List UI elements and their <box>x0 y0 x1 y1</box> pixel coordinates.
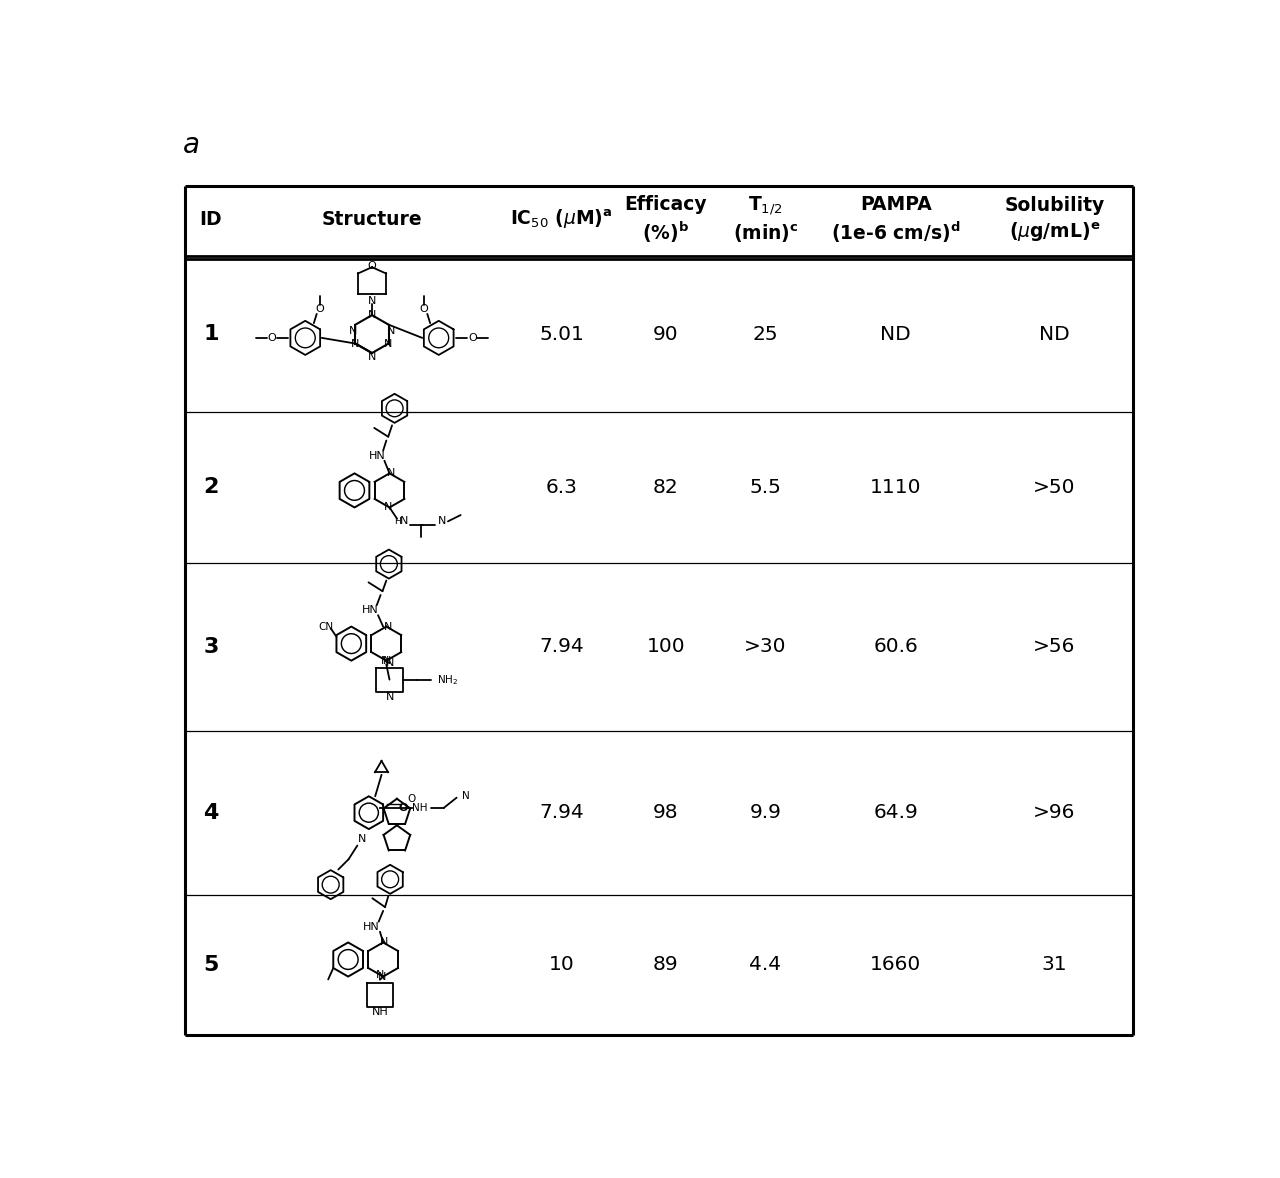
Text: 60.6: 60.6 <box>873 637 918 656</box>
Text: N: N <box>348 326 357 336</box>
Text: >50: >50 <box>1033 478 1075 497</box>
Text: HN: HN <box>369 451 385 461</box>
Text: Structure: Structure <box>321 210 422 230</box>
Text: 82: 82 <box>653 478 678 497</box>
Text: IC$_{50}$ ($\mu$M)$^{\mathbf{a}}$: IC$_{50}$ ($\mu$M)$^{\mathbf{a}}$ <box>511 209 613 231</box>
Text: 31: 31 <box>1042 955 1068 974</box>
Text: 100: 100 <box>646 637 685 656</box>
Text: 1660: 1660 <box>870 955 922 974</box>
Text: N: N <box>462 792 470 801</box>
Text: 98: 98 <box>653 803 678 822</box>
Text: >96: >96 <box>1033 803 1075 822</box>
Text: 2: 2 <box>204 477 219 497</box>
Text: 3: 3 <box>204 637 219 657</box>
Text: N: N <box>399 516 408 527</box>
Text: N: N <box>378 972 387 981</box>
Text: 5: 5 <box>204 954 219 974</box>
Text: O: O <box>367 260 376 271</box>
Text: N: N <box>384 622 392 631</box>
Text: N: N <box>367 310 376 320</box>
Text: N: N <box>367 296 376 306</box>
Text: N: N <box>385 691 394 702</box>
Text: O: O <box>268 333 276 343</box>
Text: N: N <box>351 338 360 349</box>
Text: N: N <box>438 516 445 527</box>
Text: N: N <box>384 338 393 349</box>
Text: NH: NH <box>371 1007 388 1017</box>
Text: 4: 4 <box>204 802 219 822</box>
Text: H: H <box>394 517 401 525</box>
Text: 1: 1 <box>204 324 219 344</box>
Text: 4.4: 4.4 <box>749 955 781 974</box>
Text: >30: >30 <box>744 637 787 656</box>
Text: N: N <box>387 326 396 336</box>
Text: O: O <box>420 304 429 313</box>
Text: NH$_2$: NH$_2$ <box>438 673 458 687</box>
Text: ND: ND <box>881 325 911 344</box>
Text: T$_{1/2}$
(min)$^{\mathbf{c}}$: T$_{1/2}$ (min)$^{\mathbf{c}}$ <box>732 194 799 245</box>
Text: CN: CN <box>319 622 334 631</box>
Text: 5.01: 5.01 <box>539 325 584 344</box>
Text: 25: 25 <box>753 325 778 344</box>
Text: 64.9: 64.9 <box>873 803 918 822</box>
Text: PAMPA
(1e-6 cm/s)$^{\mathbf{d}}$: PAMPA (1e-6 cm/s)$^{\mathbf{d}}$ <box>831 194 960 245</box>
Text: 7.94: 7.94 <box>539 637 584 656</box>
Text: 5.5: 5.5 <box>749 478 781 497</box>
Text: 6.3: 6.3 <box>545 478 577 497</box>
Text: 90: 90 <box>653 325 678 344</box>
Text: O: O <box>407 794 415 803</box>
Text: $\mathbf{O}$: $\mathbf{O}$ <box>398 801 408 813</box>
Text: N: N <box>385 657 394 668</box>
Text: a: a <box>183 131 200 159</box>
Text: N: N <box>376 971 384 980</box>
Text: 10: 10 <box>549 955 575 974</box>
Text: N: N <box>387 469 396 478</box>
Text: N: N <box>383 656 392 667</box>
Text: 7.94: 7.94 <box>539 803 584 822</box>
Text: ND: ND <box>1039 325 1070 344</box>
Text: N: N <box>380 938 389 947</box>
Text: 89: 89 <box>653 955 678 974</box>
Text: NH: NH <box>412 802 428 813</box>
Text: HN: HN <box>361 605 378 615</box>
Text: Efficacy
(%)$^{\mathbf{b}}$: Efficacy (%)$^{\mathbf{b}}$ <box>625 194 707 245</box>
Text: N: N <box>381 656 389 666</box>
Text: Solubility
($\mu$g/mL)$^{\mathbf{e}}$: Solubility ($\mu$g/mL)$^{\mathbf{e}}$ <box>1005 196 1105 244</box>
Text: ID: ID <box>200 210 223 230</box>
Text: HN: HN <box>362 921 379 932</box>
Text: N: N <box>358 834 366 845</box>
Text: N: N <box>384 503 393 512</box>
Text: >56: >56 <box>1033 637 1075 656</box>
Text: N: N <box>367 352 376 362</box>
Text: 1110: 1110 <box>870 478 922 497</box>
Text: O: O <box>315 304 324 313</box>
Text: 9.9: 9.9 <box>749 803 781 822</box>
Text: O: O <box>468 333 476 343</box>
